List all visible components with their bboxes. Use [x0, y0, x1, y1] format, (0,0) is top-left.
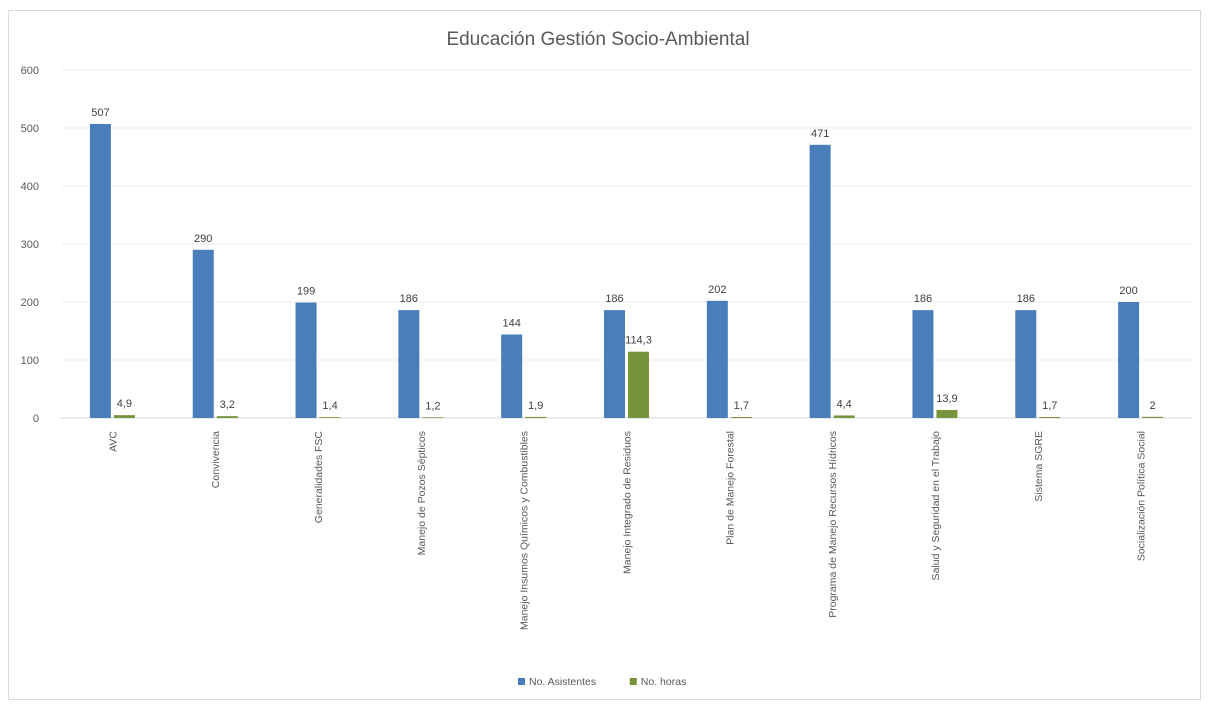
- y-tick-label: 600: [21, 65, 39, 77]
- category-label: Manejo Insumos Químicos y Combustibles: [519, 431, 531, 630]
- data-label: 4,4: [836, 398, 851, 410]
- data-label: 199: [297, 286, 315, 298]
- data-label: 200: [1119, 285, 1137, 297]
- data-label: 114,3: [625, 335, 652, 347]
- data-label: 4,9: [117, 398, 132, 410]
- bar-asistentes: [501, 334, 523, 418]
- bar-horas: [319, 417, 341, 418]
- data-label: 507: [91, 107, 109, 119]
- chart-title: Educación Gestión Socio-Ambiental: [446, 29, 749, 50]
- data-label: 2: [1150, 400, 1156, 412]
- category-label: Socialización Política Social: [1136, 431, 1148, 561]
- bar-asistentes: [809, 144, 831, 418]
- data-label: 186: [1017, 293, 1035, 305]
- bar-horas: [525, 416, 547, 418]
- bar-horas: [628, 351, 649, 418]
- category-label: Manejo Integrado de Residuos: [622, 431, 634, 574]
- y-tick-label: 400: [21, 181, 39, 193]
- y-tick-label: 500: [21, 123, 39, 135]
- bar-horas: [936, 409, 958, 418]
- legend-label: No. horas: [641, 676, 687, 688]
- bar-asistentes: [912, 310, 934, 418]
- bar-asistentes: [192, 249, 214, 418]
- data-label: 1,9: [528, 400, 543, 412]
- category-label: Plan de Manejo Forestal: [724, 431, 736, 545]
- data-label: 3,2: [220, 399, 235, 411]
- bar-horas: [730, 417, 752, 418]
- bar-horas: [216, 416, 238, 418]
- bar-asistentes: [706, 300, 728, 418]
- data-label: 186: [914, 293, 932, 305]
- category-labels: AVC Convivencia Generalidades FSC Manejo de…: [107, 431, 1147, 630]
- chart-frame: Educación Gestión Socio-Ambiental 0 100 20…: [8, 10, 1201, 700]
- bar-asistentes: [1015, 310, 1037, 418]
- data-label: 144: [503, 317, 521, 329]
- gridlines: [61, 69, 1192, 419]
- y-tick-label: 300: [21, 239, 39, 251]
- y-tick-label: 100: [21, 355, 39, 367]
- bar-asistentes: [295, 302, 317, 418]
- legend-label: No. Asistentes: [529, 676, 596, 688]
- data-label: 1,2: [425, 400, 440, 412]
- bar-asistentes: [604, 310, 625, 418]
- category-label: Convivencia: [210, 431, 222, 488]
- y-axis-ticks: 0 100 200 300 400 500 600: [21, 65, 39, 425]
- data-label: 1,4: [322, 400, 337, 412]
- bar-horas: [422, 417, 444, 418]
- data-label: 471: [811, 128, 829, 140]
- y-tick-label: 0: [33, 413, 39, 425]
- category-label: Salud y Seguridad en el Trabajo: [930, 431, 942, 581]
- legend-swatch: [518, 678, 525, 685]
- category-label: Sistema SGRE: [1033, 431, 1045, 502]
- legend-swatch: [629, 678, 637, 685]
- data-labels: 507 4,9 290 3,2 199 1,4 186 1,2 144 1,9 186 114,3 20…: [91, 107, 1155, 412]
- data-label: 290: [194, 233, 212, 245]
- data-label: 186: [605, 293, 623, 305]
- data-label: 202: [708, 284, 726, 296]
- chart-canvas: Educación Gestión Socio-Ambiental 010020…: [21, 29, 1192, 688]
- bar-asistentes: [89, 123, 111, 418]
- data-label: 186: [400, 293, 418, 305]
- legend: No. Asistentes No. horas: [518, 676, 686, 688]
- bars: [89, 123, 1164, 418]
- bar-horas: [113, 415, 135, 418]
- bar-asistentes: [398, 310, 420, 418]
- data-label: 13,9: [936, 393, 957, 405]
- category-label: Generalidades FSC: [313, 431, 325, 524]
- category-label: Manejo de Pozos Sépticos: [416, 431, 428, 555]
- bar-asistentes: [1118, 302, 1140, 418]
- bar-horas: [833, 415, 855, 418]
- data-label: 1,7: [1042, 400, 1057, 412]
- bar-horas: [1142, 416, 1164, 418]
- category-label: Programa de Manejo Recursos Hídricos: [827, 431, 839, 618]
- data-label: 1,7: [734, 400, 749, 412]
- y-tick-label: 200: [21, 297, 39, 309]
- category-label: AVC: [107, 431, 119, 452]
- bar-horas: [1039, 417, 1061, 418]
